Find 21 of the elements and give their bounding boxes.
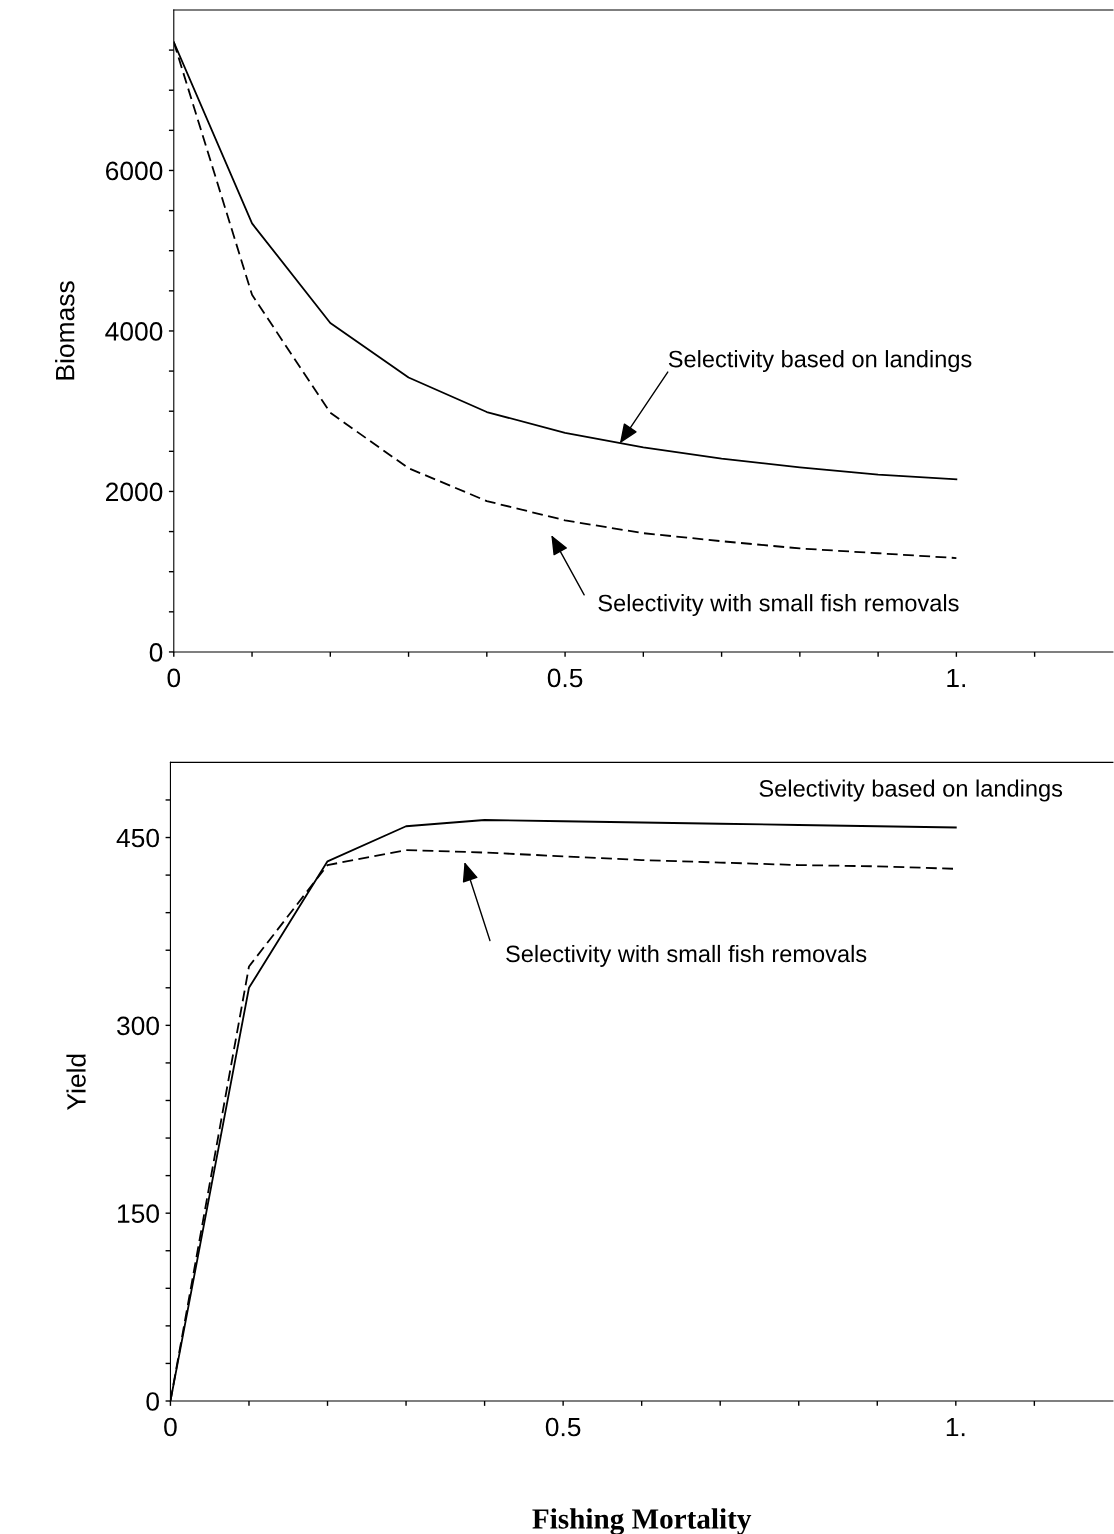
y-axis-title: Biomass: [55, 281, 75, 380]
y-tick-label: 2000: [106, 482, 163, 502]
y-tick-label: 150: [118, 1204, 159, 1223]
x-tick-label: 0.5: [545, 1417, 581, 1437]
y-tick-label: 4000: [105, 322, 163, 341]
x-axis-title: Fishing Mortality: [532, 1508, 752, 1534]
y-tick-label: 0: [146, 1392, 159, 1411]
x-tick-label: 1.: [946, 1417, 965, 1437]
y-tick-label: 0: [149, 643, 163, 662]
x-tick-label: 1.: [947, 668, 965, 688]
y-tick-label: 450: [116, 828, 159, 848]
x-tick-label: 0.5: [547, 668, 583, 688]
y-axis-title: Yield: [66, 1054, 86, 1110]
y-tick-label: 300: [117, 1016, 159, 1036]
annotation: Selectivity based on landings: [759, 779, 1063, 802]
annotation: Selectivity with small fish removals: [598, 594, 959, 617]
x-tick-label: 0: [167, 668, 181, 688]
x-tick-label: 0: [164, 1417, 177, 1437]
annotation: Selectivity with small fish removals: [506, 944, 867, 967]
annotation: Selectivity based on landings: [668, 350, 972, 373]
y-tick-label: 6000: [106, 161, 163, 181]
